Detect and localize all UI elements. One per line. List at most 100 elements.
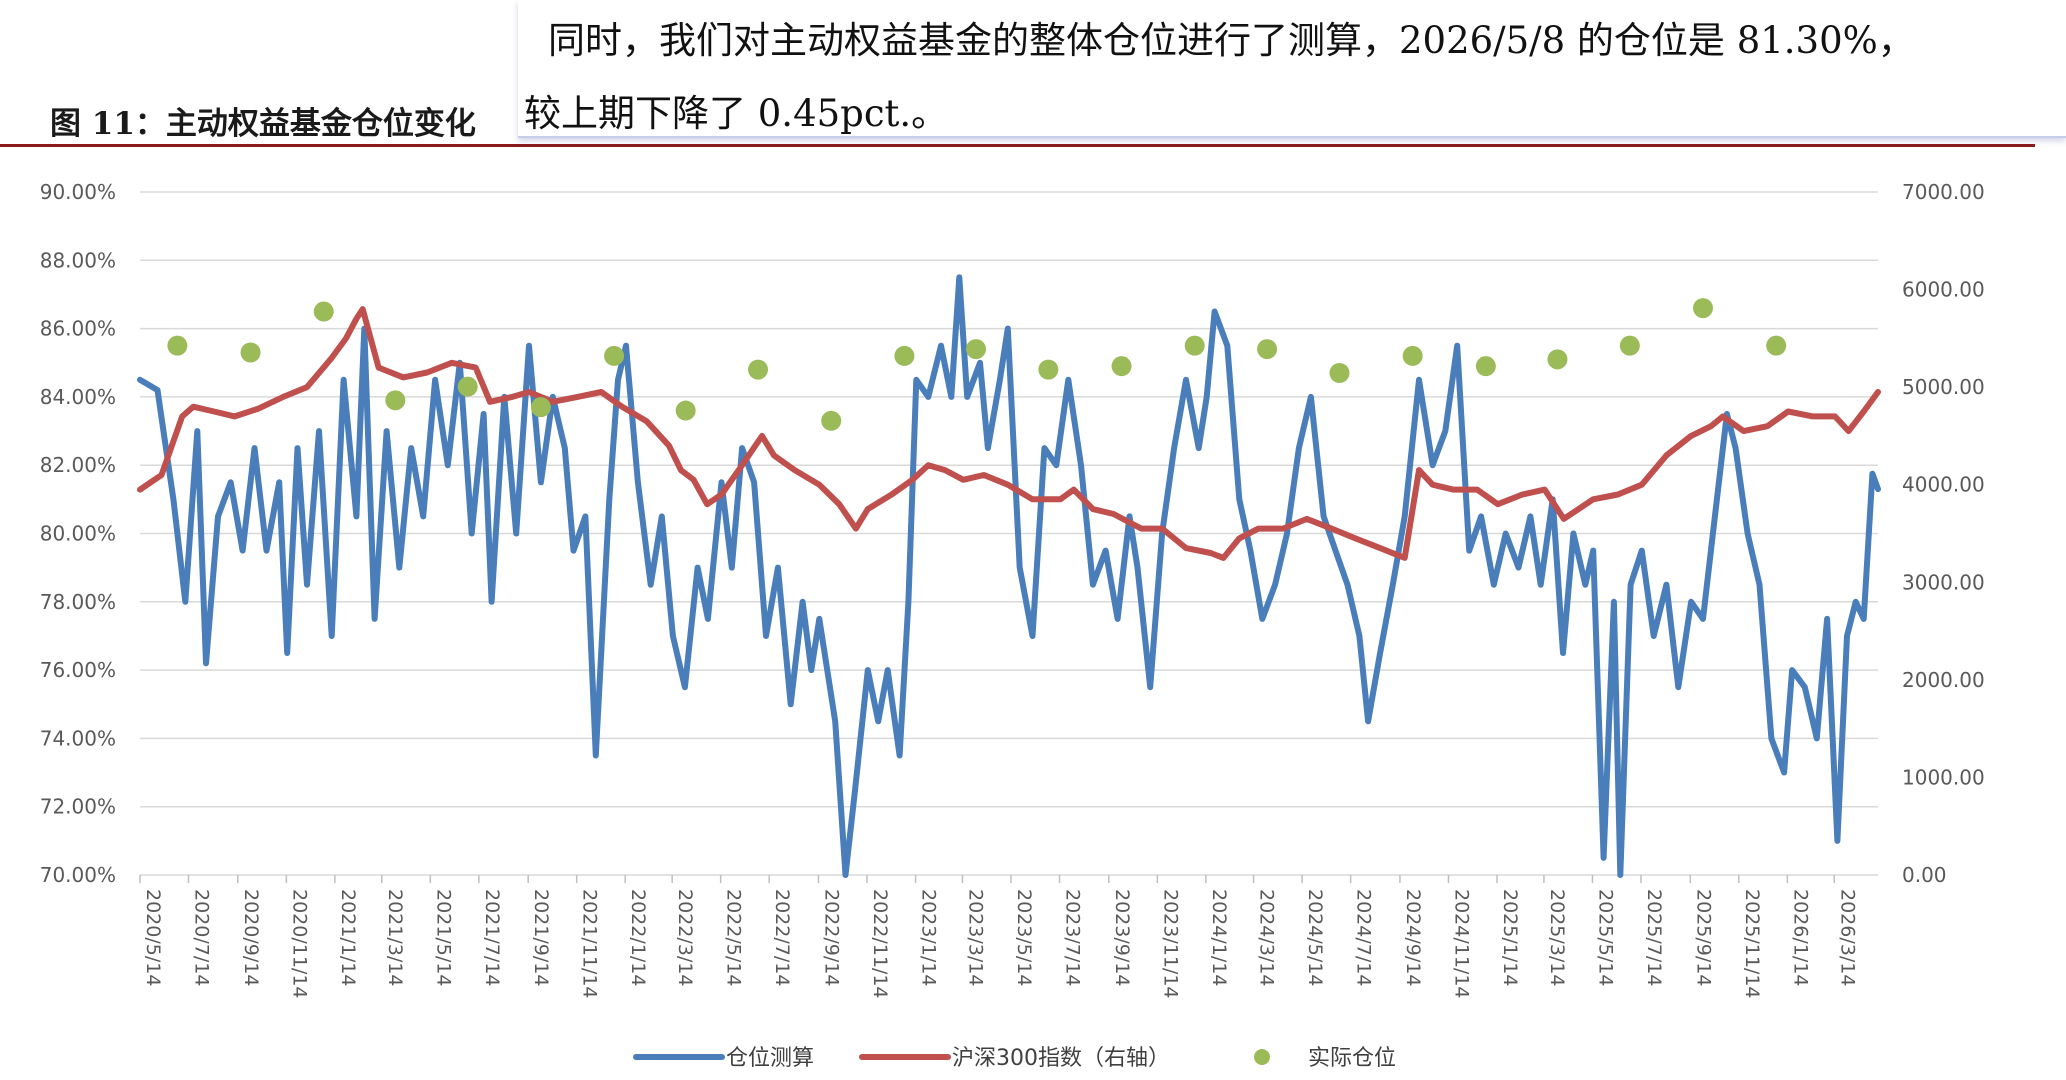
- y-left-tick-label: 70.00%: [40, 863, 116, 887]
- x-tick-label: 2024/5/14: [1304, 889, 1326, 986]
- actual-position-point: [1402, 345, 1423, 366]
- y-left-tick-label: 78.00%: [40, 590, 116, 614]
- actual-position-point: [530, 397, 551, 418]
- series-layer: [137, 274, 1881, 878]
- x-tick-label: 2025/7/14: [1643, 889, 1665, 986]
- y-right-tick-label: 4000.00: [1902, 473, 1985, 497]
- x-tick-label: 2023/11/14: [1159, 889, 1181, 999]
- x-tick-label: 2024/1/14: [1208, 889, 1230, 986]
- x-tick-label: 2025/3/14: [1546, 889, 1568, 986]
- x-tick-label: 2021/5/14: [432, 889, 454, 986]
- x-tick-label: 2020/9/14: [240, 889, 262, 986]
- x-tick-label: 2020/7/14: [191, 889, 213, 986]
- series-line-estimate: [137, 274, 1881, 878]
- actual-position-point: [604, 345, 625, 366]
- actual-position-point: [313, 301, 334, 322]
- x-tick-label: 2024/11/14: [1450, 889, 1472, 999]
- actual-position-point: [457, 376, 478, 397]
- legend-item-0: 仓位测算: [633, 1046, 814, 1071]
- x-tick-label: 2024/9/14: [1402, 889, 1424, 986]
- title-rule: [0, 144, 2035, 147]
- actual-position-point: [1766, 335, 1787, 356]
- popup-line-1: 同时，我们对主动权益基金的整体仓位进行了测算，2026/5/8 的仓位是 81.…: [548, 19, 1915, 62]
- legend-label: 仓位测算: [726, 1046, 814, 1071]
- x-tick-label: 2020/11/14: [288, 889, 310, 999]
- grid-lines: [140, 191, 1878, 876]
- x-tick-label: 2023/9/14: [1111, 889, 1133, 986]
- y-right-tick-label: 7000.00: [1902, 180, 1985, 204]
- actual-position-point: [1619, 335, 1640, 356]
- popup-text: 同时，我们对主动权益基金的整体仓位进行了测算，2026/5/8 的仓位是 81.…: [518, 4, 2038, 150]
- legend-item-2: 实际仓位: [1254, 1046, 1396, 1071]
- actual-position-point: [240, 342, 261, 363]
- actual-position-point: [1693, 298, 1714, 319]
- actual-position-point: [1111, 356, 1132, 377]
- actual-position-point: [1038, 359, 1059, 380]
- fund-position-chart: 70.00% 72.00% 74.00% 76.00% 78.00% 80.00% 82.0…: [40, 180, 1985, 1071]
- popup-line-2: 较上期下降了 0.45pct.。: [524, 92, 949, 135]
- x-tick-label: 2021/11/14: [579, 889, 601, 999]
- x-tick-label: 2021/3/14: [384, 889, 406, 986]
- x-tick-label: 2022/7/14: [771, 889, 793, 986]
- y-left-tick-label: 90.00%: [40, 180, 116, 204]
- x-tick-label: 2022/3/14: [674, 889, 696, 986]
- x-tick-label: 2021/9/14: [530, 889, 552, 986]
- actual-position-point: [965, 339, 986, 360]
- x-tick-label: 2025/9/14: [1692, 889, 1714, 986]
- x-tick-label: 2020/5/14: [142, 889, 164, 986]
- y-left-axis-ticks: 70.00% 72.00% 74.00% 76.00% 78.00% 80.00% 82.0…: [40, 180, 116, 887]
- y-left-tick-label: 74.00%: [40, 726, 116, 750]
- y-right-tick-label: 2000.00: [1902, 668, 1985, 692]
- y-right-tick-label: 6000.00: [1902, 278, 1985, 302]
- x-tick-label: 2023/7/14: [1062, 889, 1084, 986]
- actual-position-point: [1547, 349, 1568, 370]
- x-axis-ticks: 2020/5/14 2020/7/14 2020/9/14 2020/11/14 202…: [139, 875, 1858, 999]
- y-left-tick-label: 82.00%: [40, 453, 116, 477]
- x-tick-label: 2023/1/14: [918, 889, 940, 986]
- y-right-tick-label: 0.00: [1902, 863, 1947, 887]
- x-tick-label: 2022/11/14: [869, 889, 891, 999]
- series-line-csi300: [137, 306, 1881, 561]
- legend-label: 实际仓位: [1308, 1046, 1396, 1071]
- actual-position-point: [748, 359, 769, 380]
- actual-position-point: [894, 345, 915, 366]
- x-tick-label: 2024/3/14: [1256, 889, 1278, 986]
- legend-label: 沪深300指数（右轴）: [952, 1046, 1170, 1071]
- y-left-tick-label: 88.00%: [40, 248, 116, 272]
- y-right-tick-label: 1000.00: [1902, 765, 1985, 789]
- text-popup: 同时，我们对主动权益基金的整体仓位进行了测算，2026/5/8 的仓位是 81.…: [518, 0, 2066, 138]
- x-tick-label: 2021/1/14: [337, 889, 359, 986]
- x-tick-label: 2023/3/14: [964, 889, 986, 986]
- y-left-tick-label: 72.00%: [40, 795, 116, 819]
- y-left-tick-label: 84.00%: [40, 385, 116, 409]
- legend: 仓位测算 沪深300指数（右轴） 实际仓位: [633, 1046, 1396, 1071]
- x-tick-label: 2022/9/14: [820, 889, 842, 986]
- x-tick-label: 2022/1/14: [627, 889, 649, 986]
- x-tick-label: 2021/7/14: [481, 889, 503, 986]
- y-right-axis-ticks: 0.00 1000.00 2000.00 3000.00 4000.00 5000.00 6…: [1902, 180, 1985, 887]
- actual-position-point: [167, 335, 188, 356]
- actual-position-point: [1329, 362, 1350, 383]
- x-tick-label: 2025/5/14: [1594, 889, 1616, 986]
- x-tick-label: 2022/5/14: [723, 889, 745, 986]
- legend-item-1: 沪深300指数（右轴）: [859, 1046, 1170, 1071]
- x-tick-label: 2024/7/14: [1353, 889, 1375, 986]
- figure-title: 图 11：主动权益基金仓位变化: [50, 106, 476, 142]
- legend-dot-swatch: [1254, 1049, 1270, 1065]
- actual-position-point: [385, 390, 406, 411]
- y-left-tick-label: 80.00%: [40, 522, 116, 546]
- y-right-tick-label: 5000.00: [1902, 375, 1985, 399]
- actual-position-point: [1184, 335, 1205, 356]
- y-right-tick-label: 3000.00: [1902, 570, 1985, 594]
- x-tick-label: 2026/1/14: [1789, 889, 1811, 986]
- y-left-tick-label: 86.00%: [40, 317, 116, 341]
- x-tick-label: 2026/3/14: [1836, 889, 1858, 986]
- actual-position-point: [821, 410, 842, 431]
- x-tick-label: 2023/5/14: [1013, 889, 1035, 986]
- actual-position-point: [1257, 339, 1278, 360]
- y-left-tick-label: 76.00%: [40, 658, 116, 682]
- x-tick-label: 2025/11/14: [1741, 889, 1763, 999]
- actual-position-point: [1475, 356, 1496, 377]
- x-tick-label: 2025/1/14: [1499, 889, 1521, 986]
- actual-position-point: [675, 400, 696, 421]
